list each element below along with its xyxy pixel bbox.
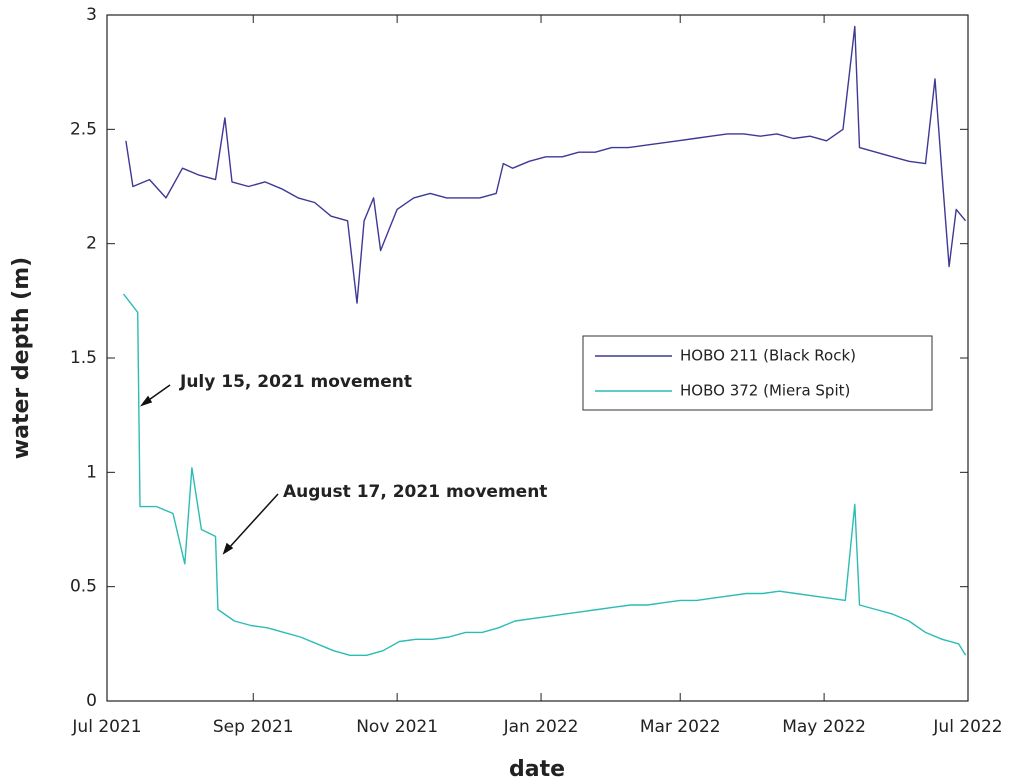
legend-box xyxy=(582,335,933,411)
annotation: July 15, 2021 movement xyxy=(179,372,412,392)
x-tick-label: Jul 2021 xyxy=(71,717,141,737)
x-tick-label: Nov 2021 xyxy=(356,717,438,737)
x-tick-label: May 2022 xyxy=(782,717,866,737)
x-tick-label: Jul 2022 xyxy=(932,717,1002,737)
legend-label: HOBO 211 (Black Rock) xyxy=(680,347,856,365)
y-axis-label: water depth (m) xyxy=(9,257,34,459)
data-line xyxy=(125,25,967,304)
x-tick-label: Sep 2021 xyxy=(213,717,294,737)
y-tick-label: 0.5 xyxy=(70,577,97,597)
y-tick-label: 1.5 xyxy=(70,348,97,368)
annotation: August 17, 2021 movement xyxy=(283,482,547,502)
y-tick-label: 1 xyxy=(86,462,97,482)
legend-label: HOBO 372 (Miera Spit) xyxy=(680,382,850,400)
y-tick-label: 2.5 xyxy=(70,119,97,139)
x-axis-label: date xyxy=(509,757,565,782)
y-tick-label: 3 xyxy=(86,5,97,25)
annotation-arrows xyxy=(139,384,279,555)
y-tick-label: 0 xyxy=(86,691,97,711)
y-tick-label: 2 xyxy=(86,234,97,254)
data-line xyxy=(122,293,967,656)
x-tick-label: Mar 2022 xyxy=(640,717,721,737)
x-tick-label: Jan 2022 xyxy=(503,717,579,737)
